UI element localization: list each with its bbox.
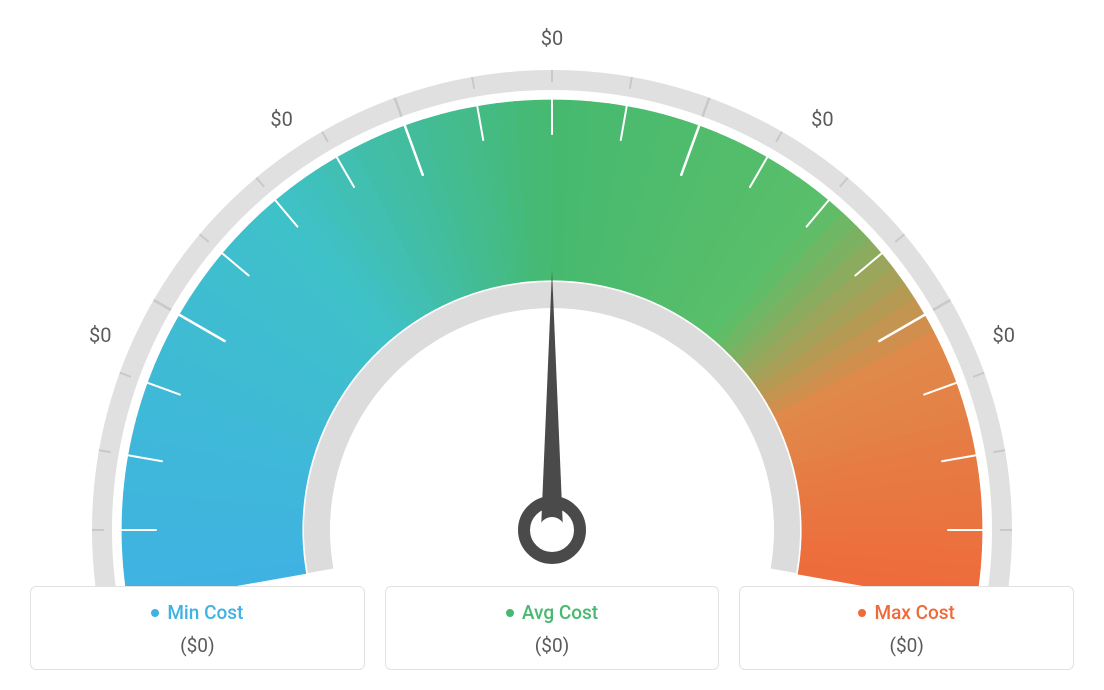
legend-row: Min Cost ($0) Avg Cost ($0) Max Cost ($0) — [30, 586, 1074, 670]
gauge-svg — [0, 0, 1104, 600]
legend-value: ($0) — [41, 634, 354, 657]
legend-value: ($0) — [396, 634, 709, 657]
legend-title: Max Cost — [858, 601, 954, 624]
gauge-wrap: $0$0$0$0$0$0$0 — [0, 0, 1104, 560]
legend-label: Min Cost — [167, 601, 243, 624]
legend-dot-icon — [506, 609, 514, 617]
gauge-tick-label: $0 — [270, 107, 292, 131]
legend-title: Avg Cost — [506, 601, 598, 624]
legend-dot-icon — [858, 609, 866, 617]
legend-card: Max Cost ($0) — [739, 586, 1074, 670]
legend-card: Min Cost ($0) — [30, 586, 365, 670]
needle-hub-inner — [539, 517, 565, 543]
gauge-tick-label: $0 — [993, 323, 1015, 347]
gauge-chart-container: $0$0$0$0$0$0$0 Min Cost($0)Avg Cost($0)M… — [0, 0, 1104, 690]
legend-title: Min Cost — [151, 601, 243, 624]
legend-label: Max Cost — [874, 601, 954, 624]
gauge-tick-label: $0 — [541, 26, 563, 50]
gauge-tick-label: $0 — [89, 323, 111, 347]
gauge-needle — [541, 270, 563, 530]
gauge-tick-label: $0 — [811, 107, 833, 131]
legend-card: Avg Cost ($0) — [385, 586, 720, 670]
legend-label: Avg Cost — [522, 601, 598, 624]
legend-dot-icon — [151, 609, 159, 617]
legend-value: ($0) — [750, 634, 1063, 657]
